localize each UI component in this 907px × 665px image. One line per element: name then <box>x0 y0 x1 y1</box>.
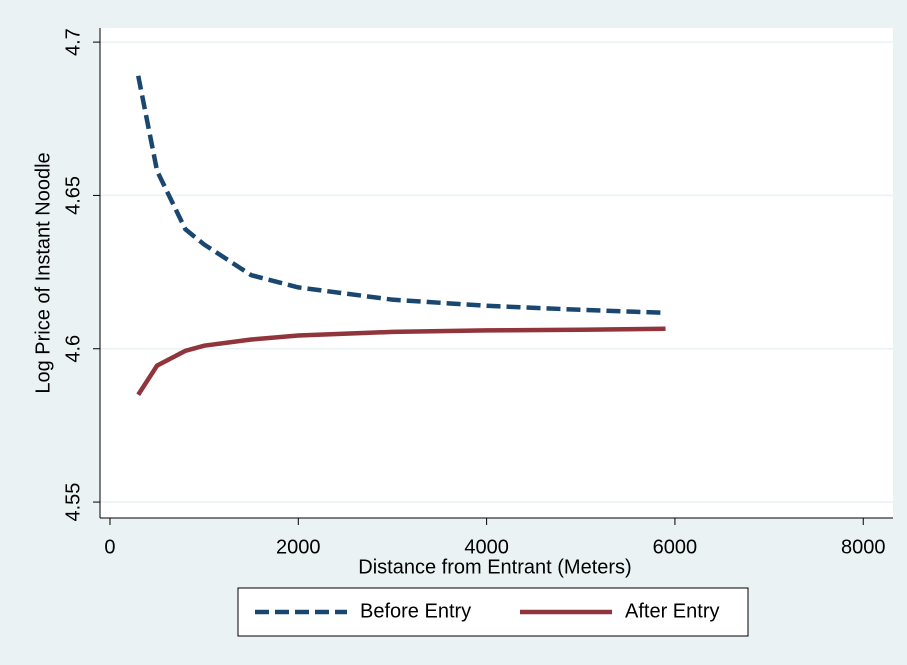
y-tick-label: 4.7 <box>62 28 84 56</box>
line-series <box>136 75 666 316</box>
y-tick-label: 4.6 <box>62 335 84 363</box>
y-axis-title: Log Price of Instant Noodle <box>32 152 54 393</box>
x-tick-label: 8000 <box>841 536 886 558</box>
x-tick-label: 0 <box>104 536 115 558</box>
legend-label: Before Entry <box>360 600 471 622</box>
x-axis-title: Distance from Entrant (Meters) <box>358 556 631 578</box>
legend-label: After Entry <box>625 600 719 622</box>
y-tick-label: 4.65 <box>62 176 84 215</box>
line-series <box>136 326 666 396</box>
y-tick-label: 4.55 <box>62 483 84 522</box>
x-tick-label: 6000 <box>653 536 698 558</box>
x-tick-label: 2000 <box>276 536 321 558</box>
plot-area <box>100 28 893 518</box>
x-tick-label: 4000 <box>464 536 509 558</box>
